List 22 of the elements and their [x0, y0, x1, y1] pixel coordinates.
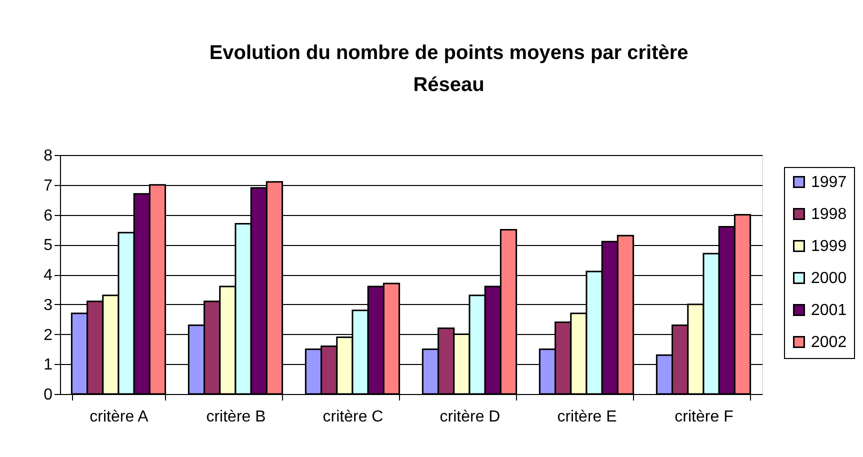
legend-label: 1997 — [811, 174, 847, 191]
legend-label: 1998 — [811, 206, 847, 223]
x-tick-label: critère A — [90, 408, 149, 426]
legend-label: 1999 — [811, 238, 847, 255]
legend-label: 2000 — [811, 270, 847, 287]
y-tick-label: 2 — [44, 326, 53, 344]
y-tick-label: 3 — [44, 296, 53, 314]
x-tick-label: critère D — [440, 408, 500, 426]
y-tick-label: 1 — [44, 356, 53, 374]
y-tick-label: 8 — [44, 148, 53, 164]
legend-label: 2001 — [811, 302, 847, 319]
x-tick-label: critère C — [322, 408, 384, 426]
chart-title: Evolution du nombre de points moyens par critère Réseau — [209, 42, 688, 96]
x-tick-label: critère E — [557, 408, 617, 426]
y-tick-label: 0 — [44, 386, 53, 404]
y-tick-label: 7 — [44, 177, 53, 194]
y-tick-label: 5 — [44, 237, 53, 254]
x-tick-label: critère F — [674, 408, 734, 426]
y-tick-label: 6 — [44, 207, 53, 224]
legend-label: 2002 — [811, 334, 847, 351]
x-tick-label: critère B — [206, 408, 266, 426]
y-tick-label: 4 — [44, 267, 53, 284]
